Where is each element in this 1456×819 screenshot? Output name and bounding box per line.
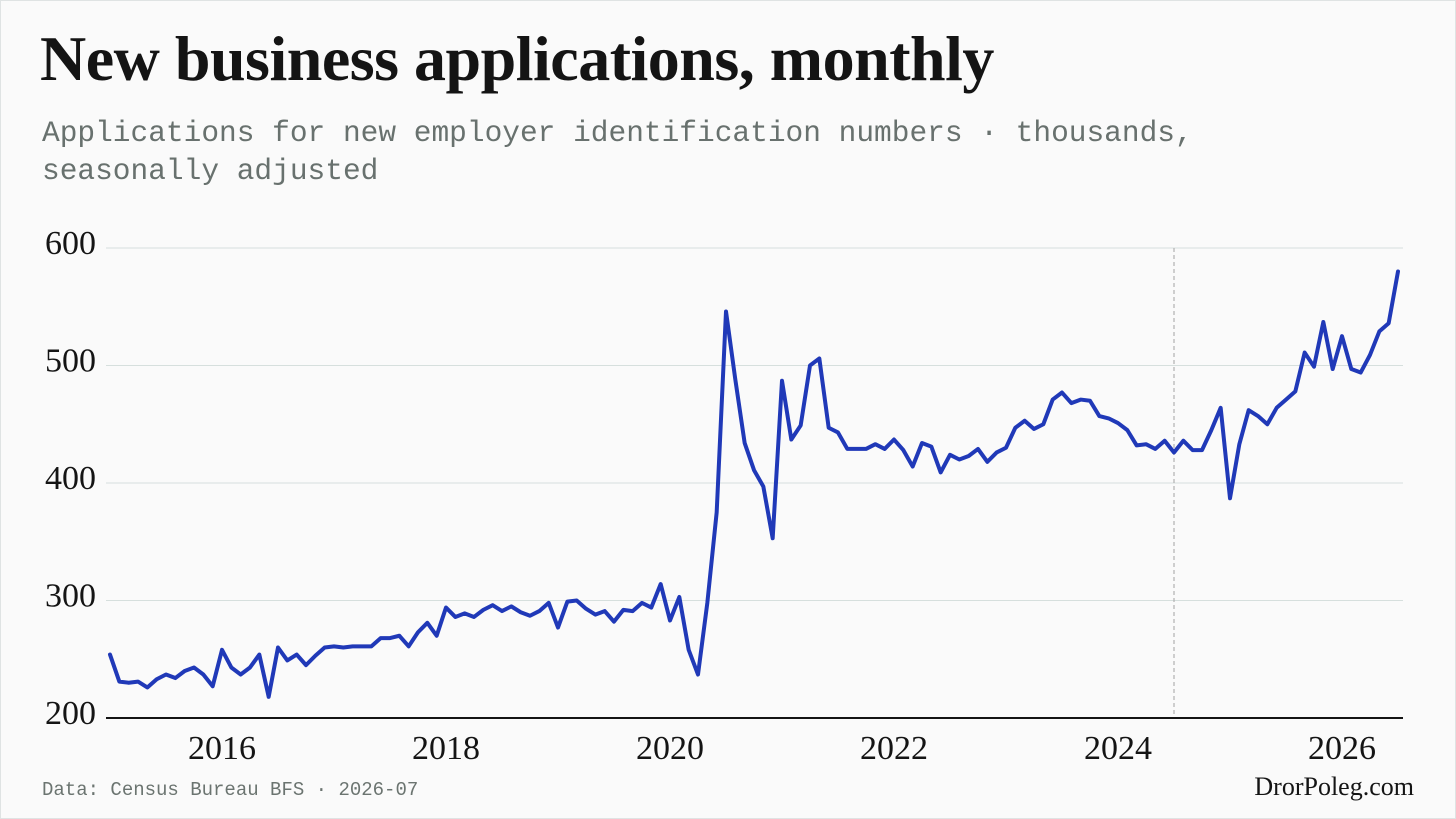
data-line xyxy=(108,269,1400,699)
credit: DrorPoleg.com xyxy=(1254,772,1414,801)
chart-title: New business applications, monthly xyxy=(40,23,994,94)
source-note: Data: Census Bureau BFS · 2026-07 xyxy=(42,779,418,801)
y-tick-label: 500 xyxy=(45,342,96,379)
x-tick-label: 2022 xyxy=(860,730,928,767)
x-tick-label: 2026 xyxy=(1308,730,1376,767)
y-tick-label: 200 xyxy=(45,695,96,732)
y-tick-label: 400 xyxy=(45,460,96,497)
x-tick-label: 2024 xyxy=(1084,730,1152,767)
x-tick-label: 2016 xyxy=(188,730,256,767)
y-tick-label: 300 xyxy=(45,577,96,614)
x-tick-label: 2020 xyxy=(636,730,704,767)
y-tick-label: 600 xyxy=(45,225,96,262)
x-tick-label: 2018 xyxy=(412,730,480,767)
chart-subtitle: Applications for new employer identifica… xyxy=(42,116,1193,188)
